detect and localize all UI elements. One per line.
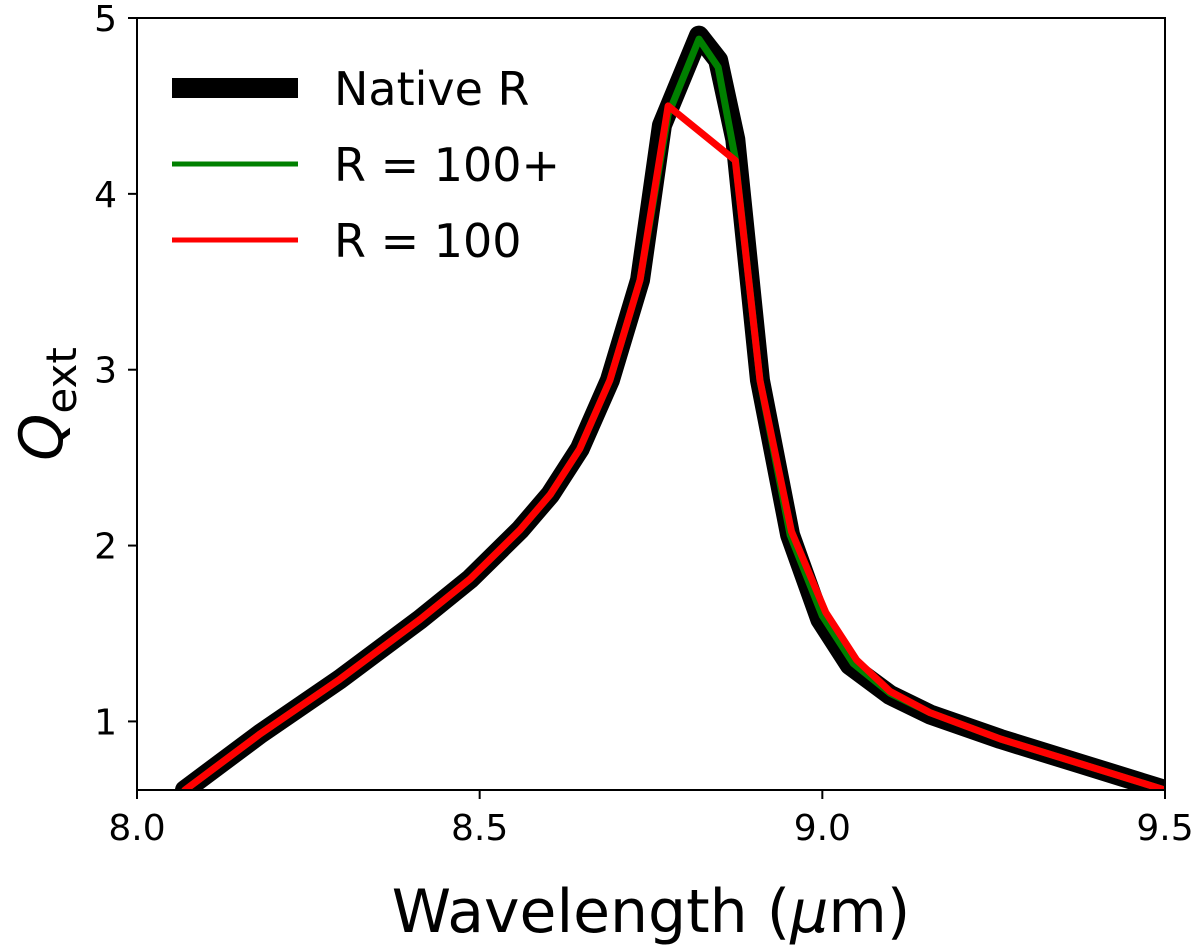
- y-axis-label: Qext: [7, 347, 86, 461]
- x-tick-label: 8.0: [108, 808, 165, 849]
- legend-label-0: Native R: [334, 62, 530, 116]
- y-tick-label: 5: [94, 0, 117, 40]
- y-tick-label: 3: [94, 351, 117, 392]
- series-layer: [174, 25, 1165, 790]
- x-tick-label: 8.5: [451, 808, 508, 849]
- y-tick-label: 4: [94, 175, 117, 216]
- x-axis-label: Wavelength (μm): [392, 877, 910, 946]
- legend: Native R R = 100+ R = 100: [172, 62, 560, 268]
- series-line-0: [174, 25, 1165, 790]
- axis-ticks: 8.0 8.5 9.0 9.5 1 2 3 4 5: [94, 0, 1194, 849]
- x-tick-label: 9.0: [794, 808, 851, 849]
- series-line-2: [181, 102, 1165, 790]
- y-tick-label: 2: [94, 527, 117, 568]
- legend-label-2: R = 100: [334, 214, 522, 268]
- x-tick-label: 9.5: [1136, 808, 1193, 849]
- plot-frame: [136, 17, 1166, 791]
- y-tick-label: 1: [94, 702, 117, 743]
- legend-label-1: R = 100+: [334, 138, 560, 192]
